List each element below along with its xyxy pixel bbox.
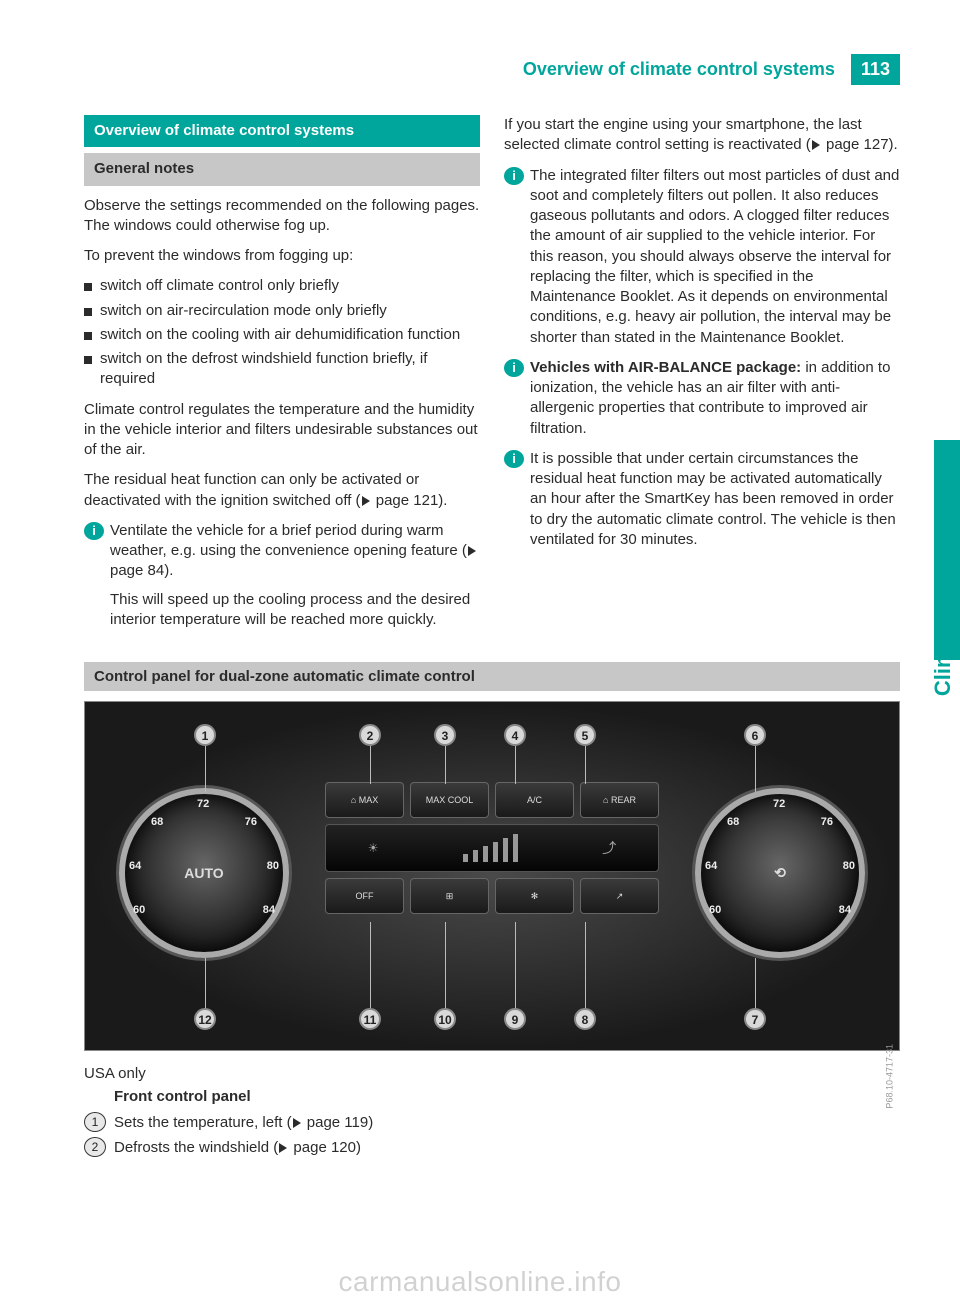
callout-12: 12 [194, 1008, 216, 1030]
subsection-heading: General notes [84, 153, 480, 185]
callout-7: 7 [744, 1008, 766, 1030]
callout-11: 11 [359, 1008, 381, 1030]
callout-2: 2 [359, 724, 381, 746]
info-note: i Vehicles with AIR-BALANCE package: in … [504, 358, 900, 439]
page-header: Overview of climate control systems 113 [84, 54, 900, 85]
bullet-list: switch off climate control only briefly … [84, 276, 480, 389]
rear-button: ⌂ REAR [580, 782, 659, 818]
fan-button: ✻ [495, 878, 574, 914]
callout-8: 8 [574, 1008, 596, 1030]
reference-icon [362, 496, 370, 506]
center-display: ☀ ⤴ [325, 824, 659, 872]
info-icon: i [504, 359, 524, 377]
callout-5: 5 [574, 724, 596, 746]
legend-row: 2 Defrosts the windshield ( page 120) [84, 1137, 900, 1160]
bullet-item: switch on the defrost windshield functio… [84, 349, 480, 390]
ac-button: A/C [495, 782, 574, 818]
off-button: OFF [325, 878, 404, 914]
info-note: i It is possible that under certain circ… [504, 449, 900, 550]
reference-icon [468, 546, 476, 556]
body-text: If you start the engine using your smart… [504, 115, 900, 156]
center-button-stack: ⌂ MAX MAX COOL A/C ⌂ REAR ☀ ⤴ OFF [325, 782, 659, 914]
left-temperature-dial: AUTO 60 64 68 72 76 80 84 [119, 788, 289, 958]
section-heading: Overview of climate control systems [84, 115, 480, 147]
airflow-button: ↗ [580, 878, 659, 914]
legend-row: 1 Sets the temperature, left ( page 119) [84, 1112, 900, 1135]
usa-only-label: USA only [84, 1063, 900, 1086]
left-column: Overview of climate control systems Gene… [84, 115, 480, 640]
rear-defrost-button: ⊞ [410, 878, 489, 914]
reference-icon [279, 1143, 287, 1153]
body-text: Observe the settings recommended on the … [84, 196, 480, 237]
callout-1: 1 [194, 724, 216, 746]
body-text: To prevent the windows from fogging up: [84, 246, 480, 266]
callout-4: 4 [504, 724, 526, 746]
bullet-item: switch on air-recirculation mode only br… [84, 301, 480, 321]
info-icon: i [504, 167, 524, 185]
callout-6: 6 [744, 724, 766, 746]
watermark: carmanualsonline.info [0, 1266, 960, 1298]
bullet-item: switch on the cooling with air dehumidif… [84, 325, 480, 345]
info-icon: i [84, 522, 104, 540]
reference-icon [293, 1118, 301, 1128]
max-cool-button: MAX COOL [410, 782, 489, 818]
info-note: i The integrated filter filters out most… [504, 166, 900, 348]
image-code: P68.10-4717-31 [885, 1044, 895, 1109]
right-temperature-dial: ⟲ 60 64 68 72 76 80 84 [695, 788, 865, 958]
legend-badge-2: 2 [84, 1137, 106, 1157]
reference-icon [812, 140, 820, 150]
front-control-label: Front control panel [84, 1086, 900, 1109]
bullet-item: switch off climate control only briefly [84, 276, 480, 296]
body-text: The residual heat function can only be a… [84, 470, 480, 511]
control-panel-section: Control panel for dual-zone automatic cl… [84, 662, 900, 1159]
legend-badge-1: 1 [84, 1112, 106, 1132]
page: Overview of climate control systems 113 … [0, 0, 960, 1302]
callout-3: 3 [434, 724, 456, 746]
defrost-max-button: ⌂ MAX [325, 782, 404, 818]
right-column: If you start the engine using your smart… [504, 115, 900, 640]
recirc-icon: ⟲ [774, 865, 786, 882]
info-icon: i [504, 450, 524, 468]
header-title: Overview of climate control systems [523, 59, 845, 80]
climate-control-diagram: AUTO 60 64 68 72 76 80 84 ⟲ 60 64 68 72 … [84, 701, 900, 1051]
panel-caption: USA only Front control panel 1 Sets the … [84, 1063, 900, 1159]
info-note: i Ventilate the vehicle for a brief peri… [84, 521, 480, 630]
callout-10: 10 [434, 1008, 456, 1030]
subsection-heading: Control panel for dual-zone automatic cl… [84, 662, 900, 691]
callout-9: 9 [504, 1008, 526, 1030]
body-text: Climate control regulates the temperatur… [84, 400, 480, 461]
page-number: 113 [851, 54, 900, 85]
two-column-body: Overview of climate control systems Gene… [84, 115, 900, 640]
side-label: Climate control [930, 536, 956, 696]
